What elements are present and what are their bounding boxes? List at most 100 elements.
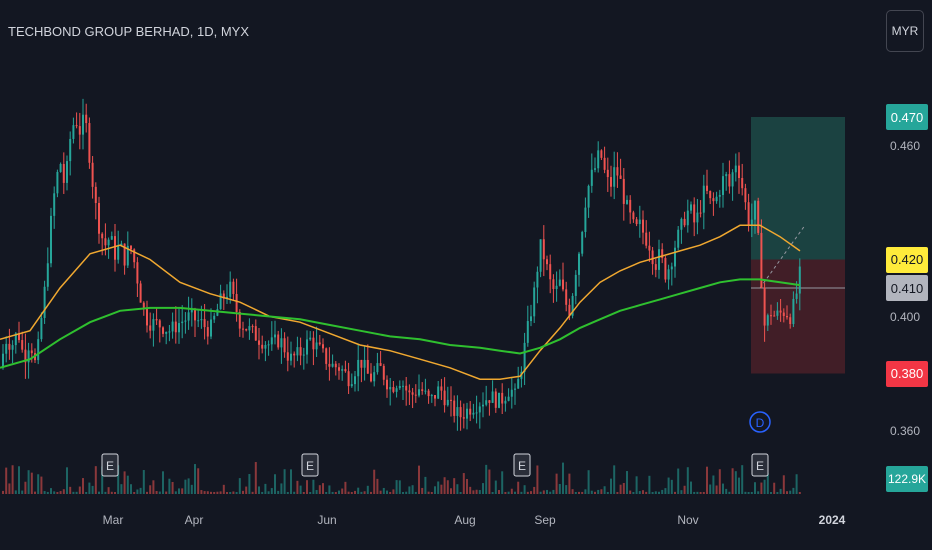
candle-body	[341, 369, 344, 371]
candle-body	[312, 337, 315, 350]
candle-body	[210, 319, 212, 337]
candle-body	[66, 161, 68, 183]
volume-bar	[440, 484, 443, 494]
volume-bar	[552, 489, 555, 494]
candle-body	[453, 400, 456, 416]
price-tick: 0.460	[890, 138, 921, 153]
currency-button[interactable]: MYR	[886, 10, 924, 52]
volume-bar	[747, 491, 750, 494]
candle-body	[786, 316, 788, 318]
candle-body	[539, 239, 542, 272]
candle-body	[366, 359, 369, 374]
volume-bar	[158, 491, 161, 494]
volume-bar	[411, 485, 414, 494]
volume-bar	[466, 478, 468, 494]
candle-body	[107, 239, 110, 246]
earnings-marker-box	[101, 453, 119, 477]
candle-body	[523, 342, 526, 372]
volume-bar	[72, 491, 75, 494]
candle-body	[485, 400, 488, 405]
price-tick: 0.400	[890, 309, 921, 324]
candle-body	[674, 247, 676, 267]
volume-bar	[190, 484, 193, 494]
volume-bar	[456, 484, 459, 494]
volume-bar	[40, 476, 43, 494]
candle-body	[200, 319, 203, 321]
time-tick: Mar	[102, 513, 124, 527]
candle-body	[552, 279, 555, 290]
candle-body	[194, 309, 196, 321]
volume-bar	[373, 469, 376, 494]
candle-body	[645, 232, 648, 246]
volume-bar	[165, 491, 168, 494]
candle-body	[190, 309, 193, 313]
candle-body	[773, 315, 776, 317]
volume-bar	[782, 475, 785, 494]
candle-body	[203, 319, 206, 328]
volume-bar	[766, 473, 769, 494]
candle-body	[389, 387, 392, 390]
candle-body	[725, 174, 728, 177]
volume-bar	[133, 491, 136, 494]
candle-body	[59, 164, 62, 172]
volume-bar	[213, 491, 216, 494]
candle-body	[62, 164, 65, 183]
volume-bar	[328, 485, 331, 494]
candle-body	[386, 379, 388, 390]
candle-body	[757, 200, 760, 233]
candle-body	[53, 193, 56, 216]
candle-body	[219, 293, 222, 310]
candle-body	[123, 243, 126, 266]
candle-body	[302, 354, 305, 356]
volume-bar	[312, 479, 315, 494]
candle-body	[98, 203, 100, 234]
volume-bar	[91, 485, 94, 494]
candle-body	[178, 323, 180, 333]
volume-bar	[219, 491, 222, 494]
volume-bar	[123, 471, 126, 494]
volume-bar	[277, 490, 280, 494]
volume-bar	[648, 475, 651, 494]
volume-bar	[178, 488, 180, 494]
volume-bar	[450, 488, 452, 494]
dividend-marker: D	[749, 411, 771, 433]
volume-bar	[149, 485, 152, 494]
candle-body	[462, 417, 465, 419]
candle-body	[78, 126, 81, 135]
candle-body	[667, 269, 670, 280]
candle-body	[555, 285, 558, 290]
volume-bar	[789, 490, 792, 494]
candle-body	[344, 369, 347, 372]
volume-bar	[738, 477, 740, 494]
volume-bar	[152, 480, 155, 494]
earnings-marker: E	[301, 453, 319, 477]
volume-bar	[638, 491, 641, 494]
candle-body	[510, 389, 513, 397]
candle-body	[738, 165, 740, 179]
time-tick: Jun	[317, 513, 337, 527]
volume-bar	[491, 491, 494, 494]
candle-body	[251, 326, 254, 328]
volume-bar	[667, 477, 670, 494]
candle-body	[670, 266, 673, 270]
trade-path-line	[759, 225, 806, 289]
candle-body	[686, 210, 689, 226]
candle-body	[117, 245, 120, 260]
volume-bar	[78, 486, 81, 494]
earnings-marker-label: E	[518, 459, 526, 473]
volume-bar	[21, 490, 24, 494]
candle-body	[37, 339, 40, 361]
candle-body	[357, 359, 360, 377]
candle-body	[181, 321, 184, 324]
candle-body	[600, 150, 603, 158]
candle-body	[168, 331, 171, 333]
candle-body	[606, 169, 609, 178]
price-label-last: 0.410	[886, 275, 928, 301]
volume-bar	[725, 488, 728, 494]
candle-body	[72, 125, 75, 139]
candle-body	[126, 245, 129, 266]
candle-body	[306, 339, 308, 355]
volume-bar	[222, 484, 225, 494]
candle-body	[162, 327, 164, 334]
